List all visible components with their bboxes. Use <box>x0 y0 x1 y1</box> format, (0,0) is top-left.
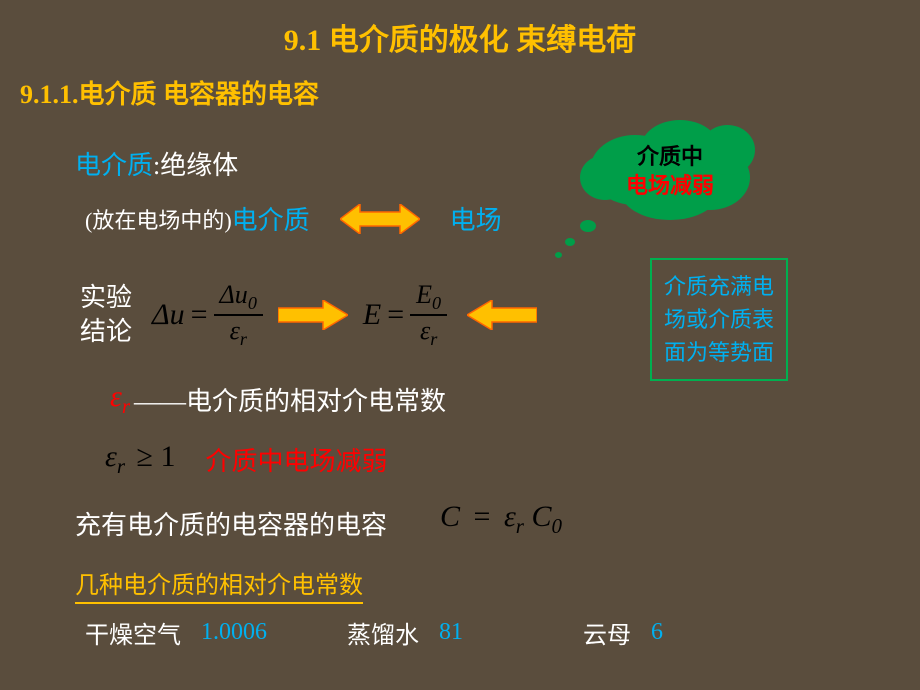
er-sub2: r <box>117 454 125 478</box>
weak-text: 介质中电场减弱 <box>205 441 387 478</box>
arrow-left-icon <box>467 300 537 330</box>
eq2-num-sub: 0 <box>432 293 441 313</box>
section-heading: 9.1.1.电介质 电容器的电容 <box>0 59 920 111</box>
eq1-num: Δu0 <box>214 280 263 316</box>
box-l1: 介质充满电 <box>664 274 774 299</box>
cap-C0-s: 0 <box>551 514 562 538</box>
table-title-row: 几种电介质的相对介电常数 <box>75 565 363 604</box>
field-label: 电场 <box>450 200 502 237</box>
paren-text: (放在电场中的) <box>85 203 232 235</box>
eq1-lhs-t: Δu <box>152 298 185 331</box>
def-body: :绝缘体 <box>153 145 238 182</box>
interaction-row: (放在电场中的) 电介质 电场 <box>85 200 502 237</box>
eq2-lhs: E <box>363 298 381 332</box>
table-title: 几种电介质的相对介电常数 <box>75 565 363 604</box>
eq1-den-sub: r <box>240 329 247 349</box>
er-sym-t: ε <box>110 380 122 413</box>
experiment-label: 实验 结论 <box>80 281 132 349</box>
eq1-den: εr <box>224 316 253 350</box>
cloud-line2: 电场减弱 <box>626 173 714 198</box>
er-ge1-sym: εr ≥ 1 <box>105 440 175 479</box>
eq2-eq: = <box>387 298 404 332</box>
slide-title: 9.1 电介质的极化 束缚电荷 <box>0 0 920 59</box>
eq2-den: εr <box>414 316 443 350</box>
cap-er: ε <box>504 500 516 533</box>
box-l2: 场或介质表 <box>664 307 774 332</box>
er-def-row: εr ——电介质的相对介电常数 <box>110 380 446 419</box>
exp-l2: 结论 <box>80 317 132 346</box>
mat2-val: 81 <box>439 619 463 646</box>
eq2-num-t: E <box>416 280 432 309</box>
cap-eq: C = εr C0 <box>440 500 562 539</box>
er-ge1-op: ≥ 1 <box>137 440 176 473</box>
eq2-den-sub: r <box>430 329 437 349</box>
cap-er-s: r <box>516 514 524 538</box>
cap-C: C <box>440 500 460 533</box>
eq1-lhs: Δu <box>152 298 185 332</box>
dielectric-label: 电介质 <box>232 200 310 237</box>
cap-eq-sign: = <box>474 500 491 533</box>
title-text: 9.1 电介质的极化 束缚电荷 <box>284 24 637 57</box>
eq1-num-t: Δu <box>220 280 248 309</box>
experiment-row: 实验 结论 Δu = Δu0 εr E = E0 εr <box>80 280 537 350</box>
cloud-callout: 介质中 电场减弱 <box>580 115 760 225</box>
er-ge1-row: εr ≥ 1 介质中电场减弱 <box>105 440 388 479</box>
capacitor-row: 充有电介质的电容器的电容 <box>75 505 387 542</box>
capacitor-eq: C = εr C0 <box>440 500 562 539</box>
cap-text: 充有电介质的电容器的电容 <box>75 505 387 542</box>
section-text: 9.1.1.电介质 电容器的电容 <box>20 80 319 109</box>
thought-dot-icon <box>555 252 562 258</box>
er-symbol: εr <box>110 380 130 419</box>
er-desc: ——电介质的相对介电常数 <box>134 381 446 418</box>
eq2-den-t: ε <box>420 316 430 345</box>
definition-row: 电介质 :绝缘体 <box>75 145 238 182</box>
mat3-val: 6 <box>651 619 663 646</box>
thought-dot-icon <box>565 238 575 246</box>
cloud-text: 介质中 电场减弱 <box>580 143 760 200</box>
eq2-frac: E0 εr <box>410 280 447 350</box>
eq2-lhs-t: E <box>363 298 381 331</box>
table-row: 干燥空气 1.0006 蒸馏水 81 云母 6 <box>85 615 885 650</box>
arrow-right-icon <box>278 300 348 330</box>
mat1-val: 1.0006 <box>201 619 267 646</box>
mat2-name: 蒸馏水 <box>347 615 419 650</box>
cap-C0: C <box>531 500 551 533</box>
eq1-num-sub: 0 <box>248 293 257 313</box>
cloud-line1: 介质中 <box>637 144 703 169</box>
eq2-num: E0 <box>410 280 447 316</box>
double-arrow-icon <box>340 204 420 234</box>
eq1-eq: = <box>191 298 208 332</box>
def-term: 电介质 <box>75 145 153 182</box>
er-sym2: ε <box>105 440 117 473</box>
mat3-name: 云母 <box>583 615 631 650</box>
condition-box: 介质充满电 场或介质表 面为等势面 <box>650 258 788 381</box>
thought-dot-icon <box>580 220 596 232</box>
box-l3: 面为等势面 <box>664 340 774 365</box>
mat1-name: 干燥空气 <box>85 615 181 650</box>
eq1-frac: Δu0 εr <box>214 280 263 350</box>
exp-l1: 实验 <box>80 283 132 312</box>
eq1-den-t: ε <box>230 316 240 345</box>
er-sub-t: r <box>122 394 130 418</box>
